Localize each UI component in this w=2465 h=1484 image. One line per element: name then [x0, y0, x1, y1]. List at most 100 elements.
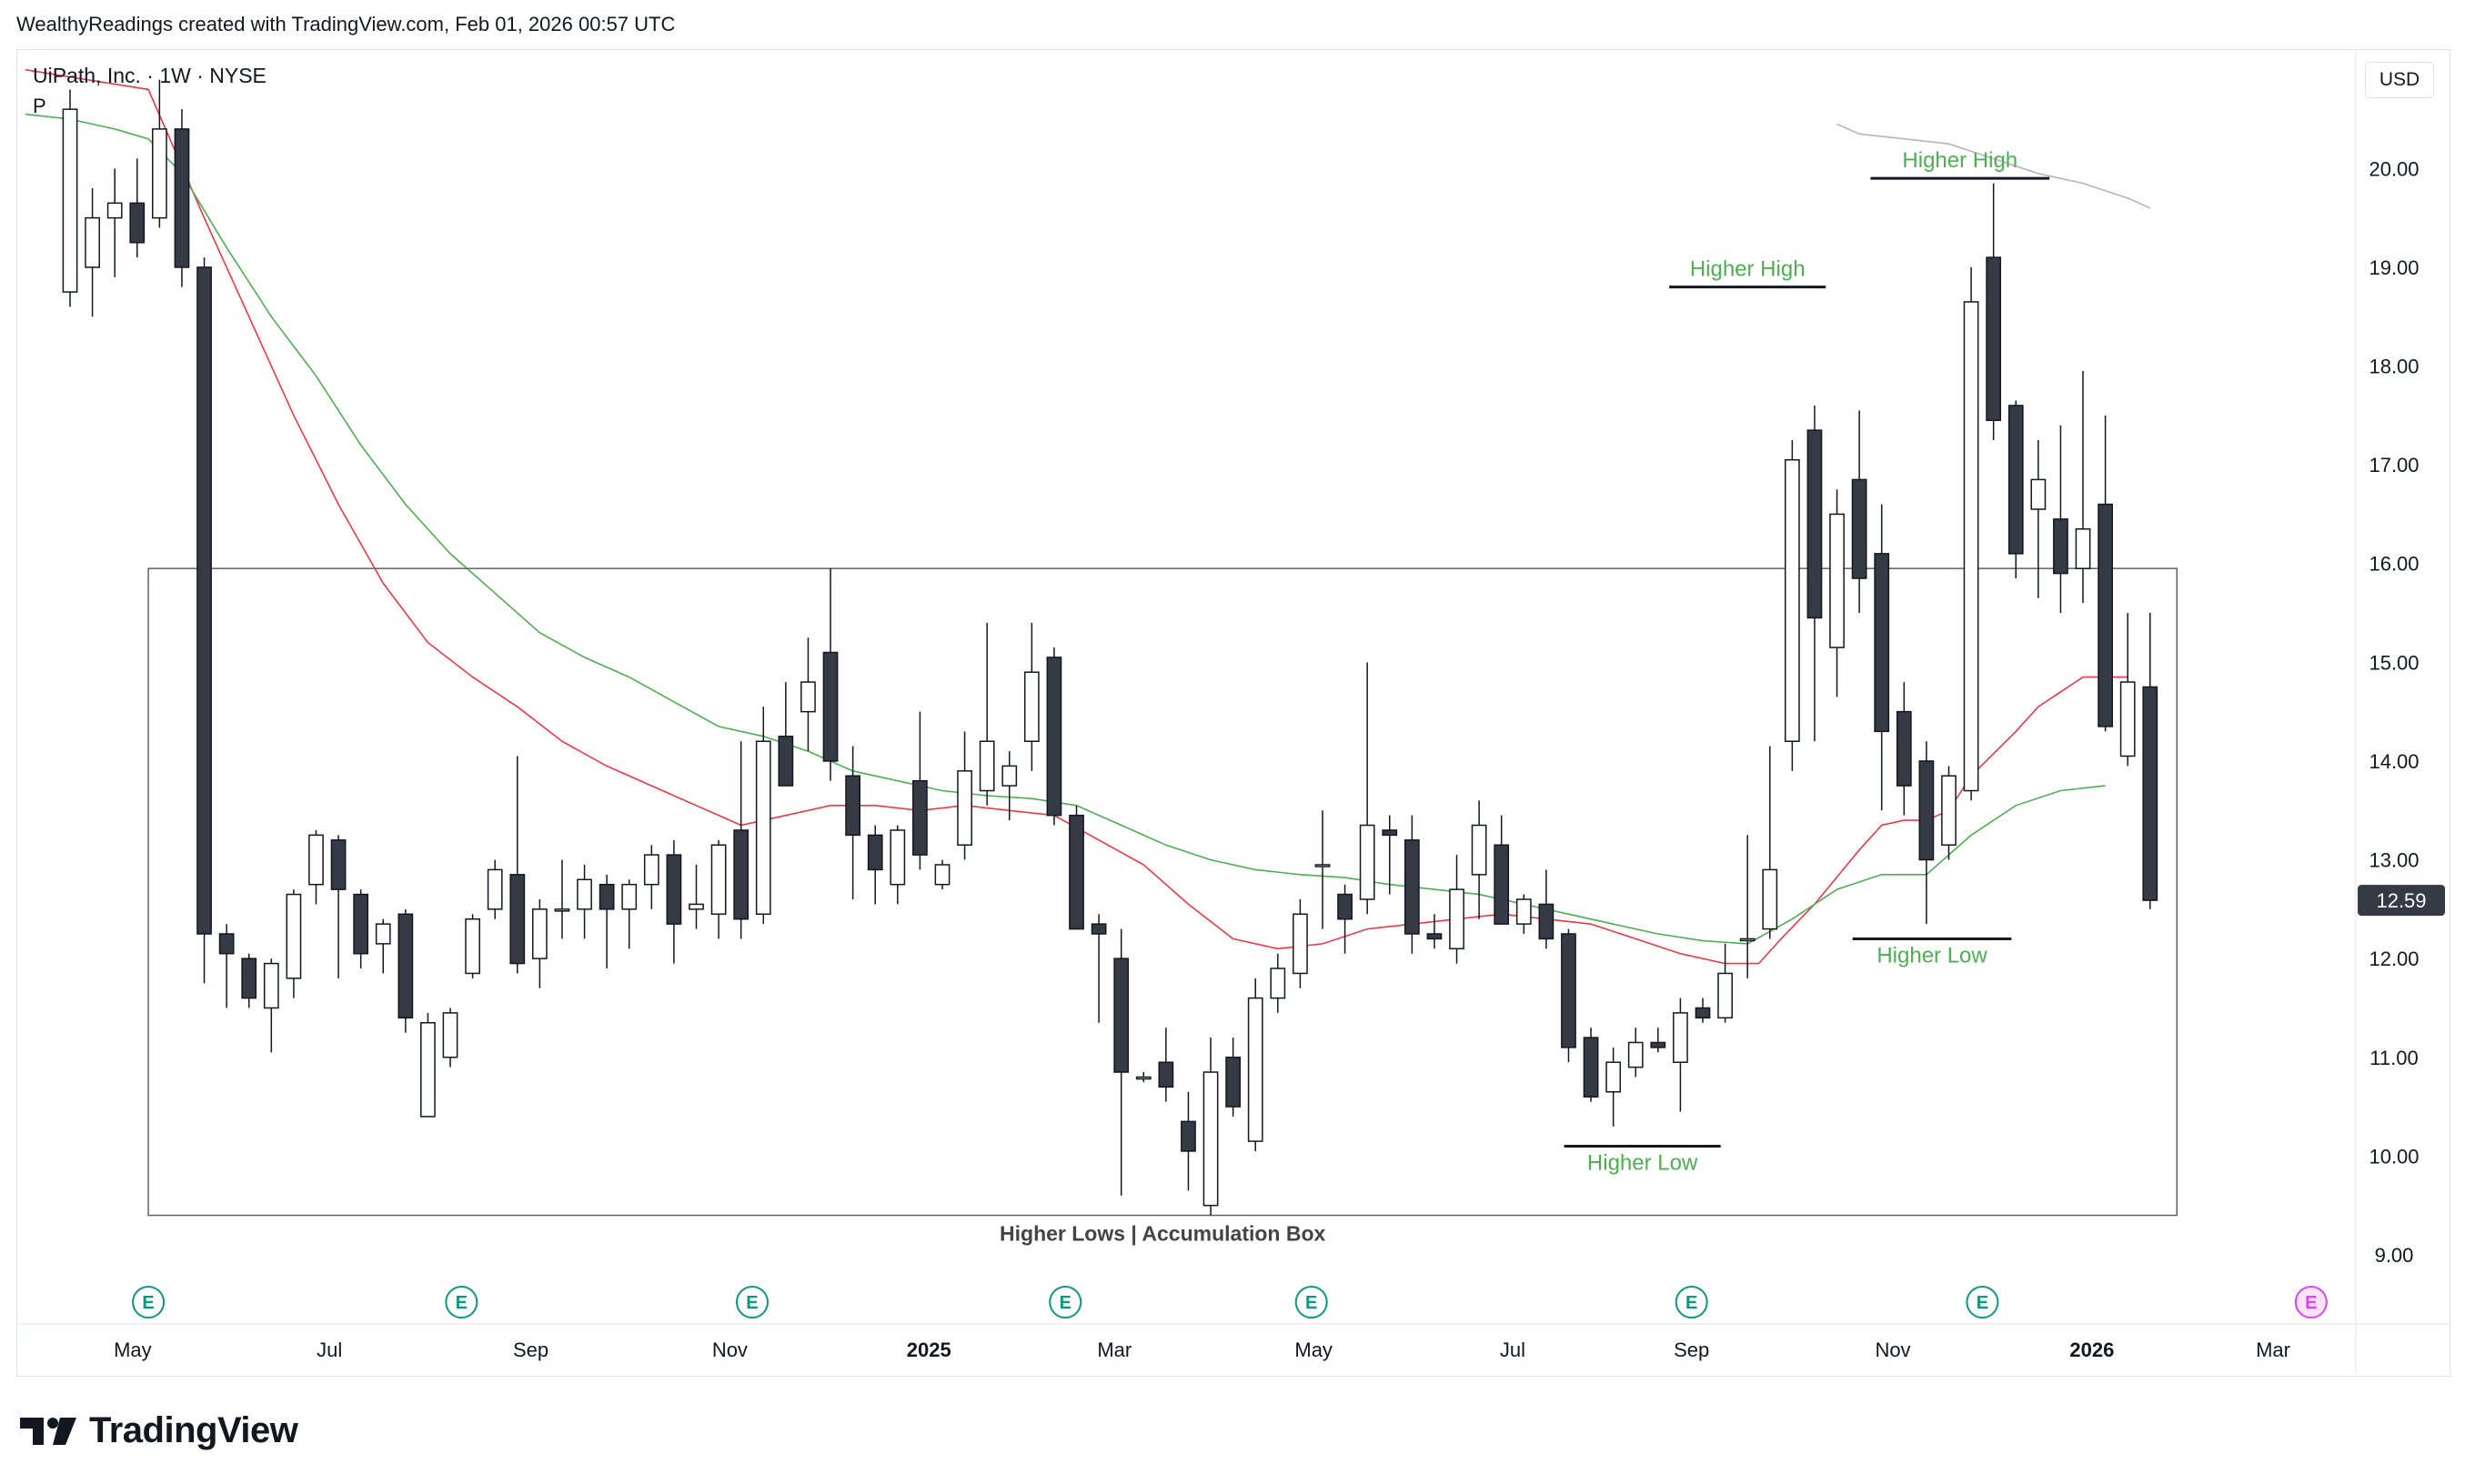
candle-body [890, 829, 906, 886]
chart-credit: WealthyReadings created with TradingView… [16, 13, 676, 35]
candle-body [1650, 1041, 1666, 1048]
moving-average-line-2 [1836, 123, 2151, 209]
candle [1337, 884, 1353, 954]
candle [62, 89, 78, 307]
candle [1717, 943, 1733, 1023]
candle [465, 914, 480, 978]
candle [532, 899, 548, 988]
candle [1695, 998, 1711, 1023]
earnings-e-icon: E [1966, 1286, 1999, 1319]
candle [2075, 370, 2091, 604]
candle [1829, 489, 1845, 697]
candle-body [1717, 972, 1733, 1019]
candle-body [487, 868, 503, 910]
candle-body [934, 864, 951, 886]
candle-body [129, 202, 146, 244]
candle [2007, 400, 2024, 579]
candle [1270, 953, 1286, 1013]
candle-body [778, 736, 794, 787]
candle-body [1135, 1076, 1152, 1080]
candle [397, 908, 414, 1033]
candle [666, 839, 682, 964]
candle-body [1918, 760, 1935, 861]
currency-button[interactable]: USD [2365, 62, 2434, 98]
chart-frame [16, 49, 2450, 1377]
candle-body [1829, 513, 1845, 648]
earnings-marker-ring [1675, 1286, 1708, 1319]
candle [1650, 1028, 1666, 1053]
candle [800, 637, 816, 752]
candle-body [822, 651, 839, 762]
time-tick-label: Jul [1500, 1339, 1525, 1361]
time-tick-label: Mar [2256, 1339, 2290, 1361]
price-tick-label: 18.00 [2369, 356, 2419, 378]
candle-body [577, 878, 592, 910]
candle-body [733, 829, 750, 920]
candle [1896, 682, 1912, 816]
candle [1471, 800, 1487, 919]
candle-body [1851, 478, 1867, 579]
candle-body [375, 923, 391, 945]
candle [621, 879, 638, 949]
earnings-marker-letter: E [142, 1293, 154, 1313]
candle-body [1605, 1061, 1622, 1093]
candle [2142, 613, 2158, 909]
candle [1963, 266, 1979, 801]
candle [1627, 1028, 1644, 1078]
candle [1605, 1047, 1622, 1127]
candle-body [979, 740, 995, 792]
candle [1851, 410, 1867, 614]
earnings-e-icon: E [735, 1286, 769, 1319]
candle [845, 746, 860, 899]
earnings-marker-ring [1294, 1286, 1328, 1319]
time-tick-label: May [114, 1339, 152, 1361]
premarket-flag: P [33, 95, 46, 117]
candle [487, 859, 503, 919]
candle [934, 859, 951, 890]
candle [2030, 439, 2047, 598]
candle [1739, 835, 1756, 978]
candle [509, 756, 526, 974]
candle [85, 188, 100, 317]
candle-body [397, 913, 414, 1019]
candle-body [1471, 824, 1487, 876]
candle [1784, 439, 1800, 771]
price-tick-label: 12.00 [2369, 948, 2419, 970]
price-tick-label: 10.00 [2369, 1145, 2419, 1168]
accumulation-box-label: Higher Lows | Accumulation Box [1000, 1222, 1325, 1246]
candle-body [1806, 429, 1823, 619]
candles [62, 79, 2158, 1216]
earnings-e-icon: E [1049, 1286, 1082, 1319]
candle [1874, 504, 1890, 811]
candle-body [330, 839, 347, 890]
candle [286, 889, 302, 998]
candle-body [1538, 903, 1554, 940]
candle [2098, 415, 2113, 732]
candle-body [308, 834, 324, 886]
candle-body [1784, 458, 1800, 742]
candle [1382, 815, 1398, 895]
price-tick-label: 15.00 [2369, 651, 2419, 674]
annotations: Higher High Higher High Higher Low Higher L… [1564, 148, 2050, 1176]
candle-body [62, 108, 78, 293]
candle [1314, 810, 1331, 929]
tradingview-logo[interactable]: TradingView [20, 1408, 298, 1453]
time-tick-label: 2026 [2069, 1339, 2114, 1361]
candle-body [1270, 968, 1286, 999]
earnings-marker-ring [1049, 1286, 1082, 1319]
candle-body [196, 266, 212, 935]
candle-body [1583, 1037, 1599, 1098]
candle [1202, 1038, 1219, 1216]
candle [2053, 425, 2068, 614]
candle-body [106, 202, 123, 219]
earnings-e-icon: E [445, 1286, 478, 1319]
candle-body [867, 834, 883, 871]
symbol-legend[interactable]: UiPath, Inc. · 1W · NYSE [33, 64, 267, 87]
candle-body [1739, 938, 1756, 942]
candle-body [1314, 864, 1331, 867]
candle [1806, 405, 1823, 742]
candle-body [1181, 1120, 1196, 1152]
earnings-marker-ring [132, 1286, 166, 1319]
logo-text: TradingView [89, 1409, 298, 1450]
